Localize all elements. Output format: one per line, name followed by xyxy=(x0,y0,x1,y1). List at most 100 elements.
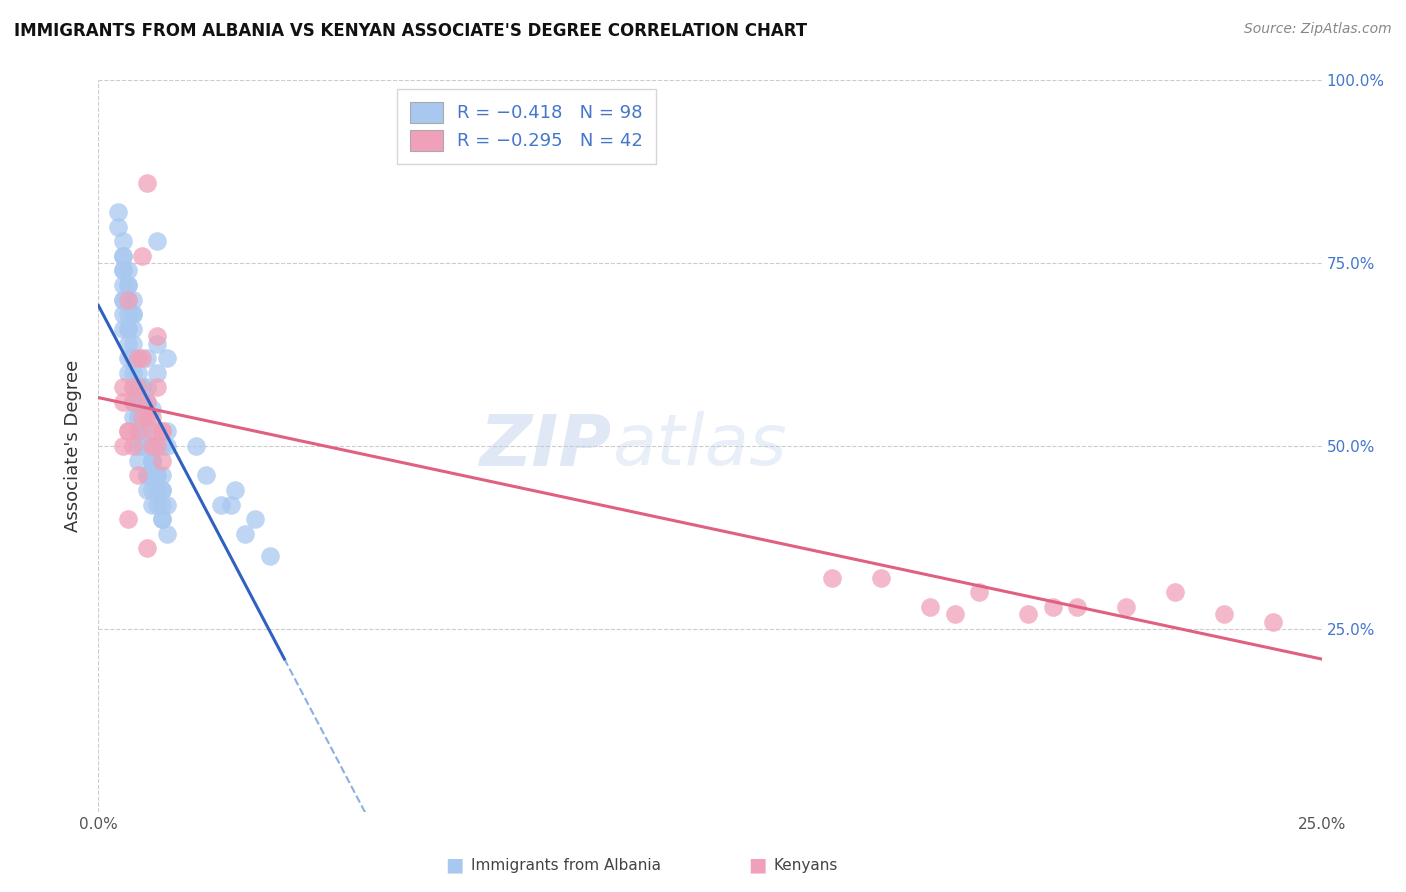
Point xyxy=(131,249,153,263)
Point xyxy=(127,468,149,483)
Point xyxy=(141,439,163,453)
Point xyxy=(146,468,169,483)
Point xyxy=(141,439,163,453)
Point xyxy=(146,234,169,248)
Point xyxy=(150,425,173,439)
Point xyxy=(141,468,163,483)
Point xyxy=(107,219,129,234)
Point xyxy=(136,541,159,556)
Point xyxy=(141,425,163,439)
Point xyxy=(127,409,149,424)
Point xyxy=(127,409,149,424)
Point xyxy=(150,468,173,483)
Point xyxy=(127,453,149,467)
Point xyxy=(136,395,159,409)
Point xyxy=(136,483,159,497)
Point xyxy=(136,380,159,394)
Point xyxy=(131,409,153,424)
Point xyxy=(127,395,149,409)
Point xyxy=(111,293,134,307)
Point xyxy=(150,483,173,497)
Point xyxy=(195,468,218,483)
Point xyxy=(150,439,173,453)
Point xyxy=(141,439,163,453)
Point xyxy=(141,402,163,417)
Point xyxy=(117,425,139,439)
Point xyxy=(136,425,159,439)
Point xyxy=(107,205,129,219)
Point xyxy=(967,585,990,599)
Point xyxy=(111,263,134,277)
Point xyxy=(117,293,139,307)
Point xyxy=(1066,599,1088,614)
Point xyxy=(1017,607,1039,622)
Point xyxy=(121,293,143,307)
Point xyxy=(156,439,179,453)
Point xyxy=(920,599,942,614)
Point xyxy=(219,498,242,512)
Point xyxy=(111,395,134,409)
Point xyxy=(117,278,139,293)
Text: ■: ■ xyxy=(748,855,766,875)
Text: Source: ZipAtlas.com: Source: ZipAtlas.com xyxy=(1244,22,1392,37)
Point xyxy=(150,483,173,497)
Point xyxy=(121,395,143,409)
Point xyxy=(117,263,139,277)
Point xyxy=(121,336,143,351)
Point xyxy=(127,425,149,439)
Point xyxy=(131,409,153,424)
Point xyxy=(117,322,139,336)
Text: ZIP: ZIP xyxy=(479,411,612,481)
Point xyxy=(127,425,149,439)
Point xyxy=(136,468,159,483)
Point xyxy=(136,395,159,409)
Text: Kenyans: Kenyans xyxy=(773,858,838,872)
Point xyxy=(121,351,143,366)
Point xyxy=(943,607,966,622)
Point xyxy=(209,498,232,512)
Point xyxy=(121,439,143,453)
Point xyxy=(111,322,134,336)
Text: ■: ■ xyxy=(446,855,464,875)
Point xyxy=(127,425,149,439)
Point xyxy=(146,468,169,483)
Point xyxy=(150,512,173,526)
Point xyxy=(1164,585,1187,599)
Point xyxy=(131,395,153,409)
Point xyxy=(141,453,163,467)
Point xyxy=(131,425,153,439)
Point xyxy=(141,409,163,424)
Point xyxy=(127,366,149,380)
Point xyxy=(156,425,179,439)
Point xyxy=(111,249,134,263)
Point xyxy=(127,439,149,453)
Point xyxy=(146,439,169,453)
Point xyxy=(150,453,173,467)
Point xyxy=(131,380,153,394)
Point xyxy=(121,307,143,321)
Point xyxy=(150,425,173,439)
Point xyxy=(121,380,143,394)
Point xyxy=(146,483,169,497)
Point xyxy=(243,512,266,526)
Point xyxy=(150,498,173,512)
Point xyxy=(121,409,143,424)
Point xyxy=(117,278,139,293)
Point xyxy=(1115,599,1137,614)
Point xyxy=(224,483,246,497)
Point xyxy=(1042,599,1064,614)
Point xyxy=(111,293,134,307)
Point xyxy=(141,483,163,497)
Point xyxy=(131,395,153,409)
Point xyxy=(156,498,179,512)
Point xyxy=(127,425,149,439)
Point xyxy=(111,439,134,453)
Point xyxy=(156,526,179,541)
Point xyxy=(146,366,169,380)
Point xyxy=(111,263,134,277)
Point xyxy=(136,468,159,483)
Point xyxy=(136,351,159,366)
Point xyxy=(121,380,143,394)
Point xyxy=(131,409,153,424)
Point xyxy=(117,425,139,439)
